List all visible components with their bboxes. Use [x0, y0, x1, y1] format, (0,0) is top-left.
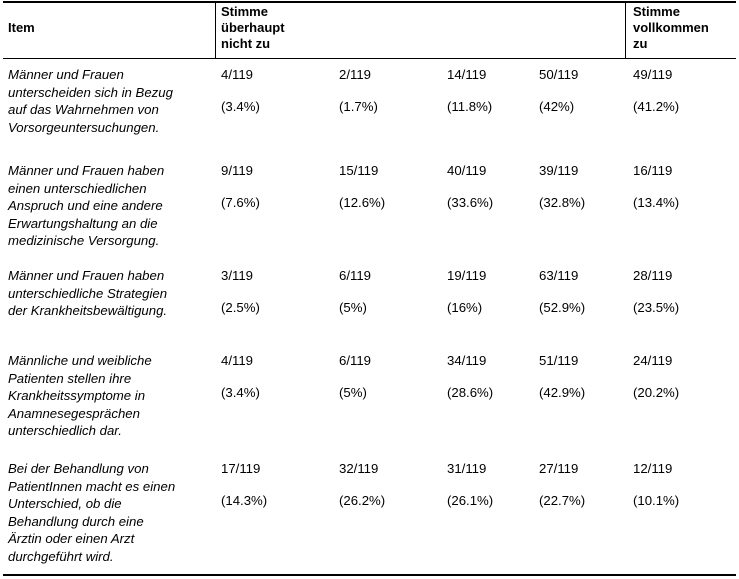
count-cell: 6/119 [339, 268, 372, 283]
header-divider-2 [625, 1, 626, 59]
percent-cell: (3.4%) [221, 99, 260, 114]
item-text-line: unterscheiden sich in Bezug [8, 84, 173, 100]
percent-cell: (5%) [339, 385, 367, 400]
item-text-line: unterschiedliche Strategien [8, 285, 168, 301]
item-text-line: Vorsorgeuntersuchungen. [8, 119, 160, 135]
percent-cell: (33.6%) [447, 195, 494, 210]
count-cell: 50/119 [539, 67, 579, 82]
header-rule [3, 58, 736, 59]
item-text-line: Unterschied, ob die [8, 496, 122, 511]
count-cell: 40/119 [447, 163, 487, 178]
percent-cell: (26.2%) [339, 493, 386, 508]
item-text-line: Bei der Behandlung von [8, 461, 149, 476]
count-cell: 17/119 [221, 461, 261, 476]
header-agree-line: zu [633, 36, 648, 51]
percent-cell: (20.2%) [633, 385, 680, 400]
percent-cell: (12.6%) [339, 195, 386, 210]
count-cell: 39/119 [539, 163, 579, 178]
count-cell: 49/119 [633, 67, 673, 82]
percent-cell: (13.4%) [633, 195, 680, 210]
count-cell: 24/119 [633, 353, 673, 368]
count-cell: 27/119 [539, 461, 579, 476]
count-cell: 2/119 [339, 67, 372, 82]
percent-cell: (23.5%) [633, 300, 680, 315]
count-cell: 32/119 [339, 461, 379, 476]
header-agree: Stimme vollkommen zu [633, 4, 709, 52]
item-text-line: unterschiedlich dar. [8, 423, 122, 438]
percent-cell: (22.7%) [539, 493, 586, 508]
count-cell: 19/119 [447, 268, 487, 283]
percent-cell: (16%) [447, 300, 483, 315]
header-disagree-line: nicht zu [221, 36, 271, 51]
header-item: Item [8, 20, 35, 35]
percent-cell: (42%) [539, 99, 575, 114]
header-disagree: Stimme überhaupt nicht zu [221, 4, 285, 52]
header-agree-line: vollkommen [633, 20, 709, 35]
count-cell: 6/119 [339, 353, 372, 368]
item-text-line: Behandlung durch eine [8, 513, 144, 529]
item-text-line: Ärztin oder einen Arzt [8, 531, 135, 546]
percent-cell: (41.2%) [633, 99, 680, 114]
header-agree-line: Stimme [633, 4, 680, 19]
item-text-line: Männer und Frauen [8, 67, 124, 82]
percent-cell: (2.5%) [221, 300, 260, 315]
count-cell: 31/119 [447, 461, 487, 476]
count-cell: 63/119 [539, 268, 579, 283]
item-text: Männer und Frauen unterscheiden sich in B… [8, 66, 213, 136]
percent-cell: (11.8%) [447, 99, 493, 114]
item-text-line: Männliche und weibliche [8, 353, 152, 368]
percent-cell: (14.3%) [221, 493, 268, 508]
count-cell: 28/119 [633, 268, 673, 283]
percent-cell: (5%) [339, 300, 367, 315]
count-cell: 12/119 [633, 461, 673, 476]
count-cell: 51/119 [539, 353, 579, 368]
item-text: Männliche und weibliche Patienten stellen… [8, 352, 213, 440]
percent-cell: (28.6%) [447, 385, 494, 400]
item-text-line: Krankheitssymptome in [8, 388, 146, 403]
count-cell: 34/119 [447, 353, 487, 368]
header-divider-1 [215, 1, 216, 59]
item-text-line: Männer und Frauen haben [8, 268, 165, 283]
item-text-line: einen unterschiedlichen [8, 180, 147, 196]
table-top-rule [3, 1, 736, 3]
count-cell: 15/119 [339, 163, 379, 178]
item-text-line: der Krankheitsbewältigung. [8, 303, 168, 318]
count-cell: 14/119 [447, 67, 487, 82]
item-text-line: Patienten stellen ihre [8, 370, 132, 386]
percent-cell: (32.8%) [539, 195, 586, 210]
percent-cell: (1.7%) [339, 99, 378, 114]
count-cell: 4/119 [221, 67, 254, 82]
header-disagree-line: Stimme [221, 4, 268, 19]
count-cell: 3/119 [221, 268, 254, 283]
count-cell: 4/119 [221, 353, 254, 368]
item-text-line: durchgeführt wird. [8, 548, 114, 564]
percent-cell: (10.1%) [633, 493, 680, 508]
item-text-line: Männer und Frauen haben [8, 163, 165, 178]
item-text-line: auf das Wahrnehmen von [8, 102, 159, 117]
table-bottom-rule [3, 574, 736, 576]
item-text: Männer und Frauen haben unterschiedliche … [8, 267, 213, 320]
percent-cell: (7.6%) [221, 195, 260, 210]
count-cell: 16/119 [633, 163, 673, 178]
item-text-line: medizinische Versorgung. [8, 233, 160, 248]
item-text: Männer und Frauen haben einen unterschied… [8, 162, 213, 250]
percent-cell: (52.9%) [539, 300, 586, 315]
item-text: Bei der Behandlung von PatientInnen macht… [8, 460, 213, 565]
item-text-line: Anamnesegesprächen [8, 405, 140, 421]
percent-cell: (42.9%) [539, 385, 586, 400]
percent-cell: (26.1%) [447, 493, 494, 508]
item-text-line: Erwartungshaltung an die [8, 215, 158, 231]
item-text-line: PatientInnen macht es einen [8, 478, 176, 494]
percent-cell: (3.4%) [221, 385, 260, 400]
item-text-line: Anspruch und eine andere [8, 198, 163, 213]
header-disagree-line: überhaupt [221, 20, 285, 35]
count-cell: 9/119 [221, 163, 254, 178]
